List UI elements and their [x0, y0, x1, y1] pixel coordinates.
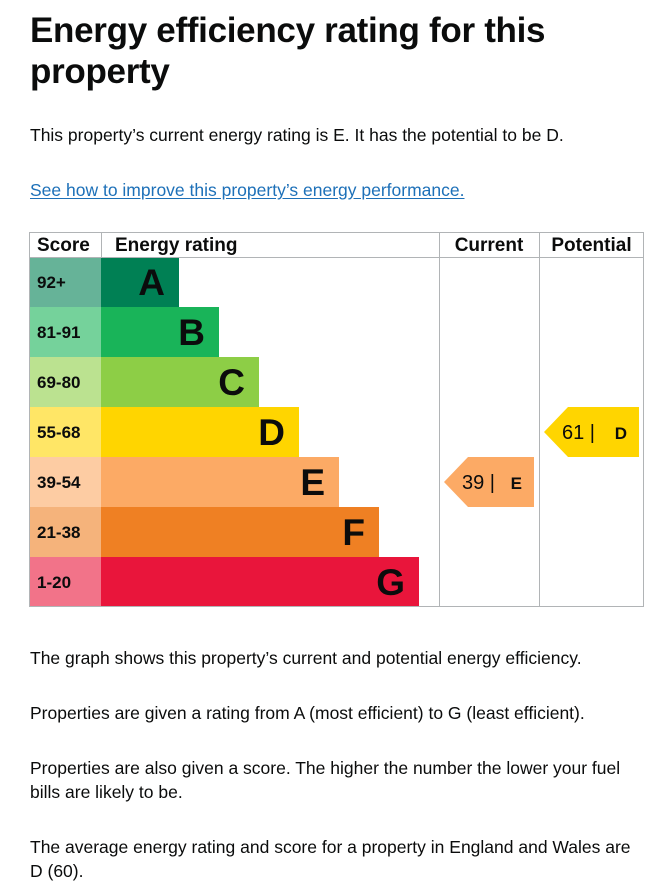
current-rating-letter: E	[511, 474, 522, 493]
score-range-c: 69-80	[37, 373, 80, 392]
average-rating-description: The average energy rating and score for …	[30, 837, 631, 881]
score-range-e: 39-54	[37, 473, 81, 492]
potential-arrow	[544, 407, 639, 457]
rating-bar-a	[101, 257, 179, 307]
rating-scale-description: Properties are given a rating from A (mo…	[30, 703, 585, 723]
rating-letter-b: B	[178, 312, 205, 353]
current-rating-summary: This property’s current energy rating is…	[30, 125, 564, 145]
rating-bar-g	[101, 557, 419, 607]
score-cell-a	[29, 257, 101, 307]
header-current: Current	[455, 235, 524, 256]
rating-bar-e	[101, 457, 339, 507]
improve-energy-performance-link[interactable]: See how to improve this property’s energ…	[30, 180, 465, 200]
score-range-b: 81-91	[37, 323, 80, 342]
score-range-a: 92+	[37, 273, 66, 292]
rating-bar-b	[101, 307, 219, 357]
score-cell-c	[29, 357, 101, 407]
rating-bar-f	[101, 507, 379, 557]
current-score-label: 39 |	[462, 472, 495, 494]
score-range-g: 1-20	[37, 573, 71, 592]
score-cell-e	[29, 457, 101, 507]
rating-letter-c: C	[218, 362, 245, 403]
rating-letter-f: F	[342, 512, 365, 553]
potential-score-label: 61 |	[562, 422, 595, 444]
rating-letter-g: G	[376, 562, 405, 603]
page-title: Energy efficiency rating for this proper…	[30, 11, 546, 91]
graph-description: The graph shows this property’s current …	[30, 648, 582, 668]
rating-bar-c	[101, 357, 259, 407]
score-cell-g	[29, 557, 101, 607]
header-score: Score	[37, 235, 90, 256]
energy-rating-chart: 92+ A 81-91 B 69-80 C 55-68 D 39-54 E 21-38 F 1-20 G S…	[29, 232, 644, 607]
rating-letter-e: E	[300, 462, 325, 503]
score-range-f: 21-38	[37, 523, 80, 542]
rating-bar-d	[101, 407, 299, 457]
rating-letter-a: A	[138, 262, 165, 303]
score-cell-d	[29, 407, 101, 457]
potential-rating-letter: D	[615, 424, 627, 443]
score-cell-f	[29, 507, 101, 557]
rating-letter-d: D	[258, 412, 285, 453]
score-description: Properties are also given a score. The h…	[30, 758, 621, 802]
current-arrow	[444, 457, 534, 507]
header-potential: Potential	[551, 235, 631, 256]
header-energy-rating: Energy rating	[115, 235, 237, 256]
score-cell-b	[29, 307, 101, 357]
score-range-d: 55-68	[37, 423, 80, 442]
